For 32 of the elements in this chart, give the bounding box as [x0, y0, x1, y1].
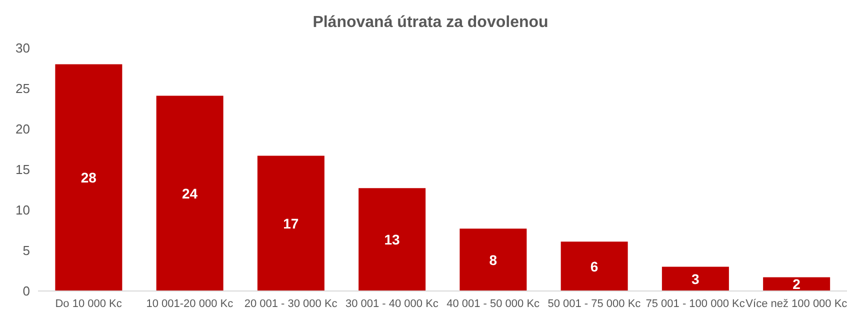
x-tick-label: Do 10 000 Kc [55, 298, 122, 310]
y-tick-label: 15 [16, 162, 30, 178]
bar [763, 277, 830, 291]
x-tick-label: 50 001 - 75 000 Kc [548, 298, 642, 310]
data-label: 3 [692, 270, 700, 287]
y-tick-label: 10 [16, 202, 30, 218]
x-tick-label: 40 001 - 50 000 Kc [446, 298, 540, 310]
data-label: 17 [283, 215, 299, 232]
y-tick-label: 0 [22, 284, 30, 299]
chart-title: Plánovaná útrata za dovolenou [312, 13, 550, 33]
bar [358, 188, 426, 291]
data-label: 24 [182, 185, 198, 202]
y-tick-label: 5 [22, 243, 30, 258]
data-label: 28 [80, 170, 97, 186]
x-tick-label: 30 001 - 40 000 Kc [345, 298, 439, 310]
data-label: 8 [489, 252, 498, 268]
x-tick-label: 10 001-20 000 Kc [146, 298, 234, 310]
data-label: 6 [590, 258, 598, 274]
bar [460, 228, 527, 291]
data-label: 13 [384, 232, 400, 248]
bar [257, 156, 324, 291]
data-label: 2 [792, 276, 801, 292]
x-tick-label: 20 001 - 30 000 Kc [244, 298, 338, 310]
x-tick-label: 75 001 - 100 000 Kc [646, 298, 746, 310]
bar [560, 242, 628, 291]
bar [662, 266, 729, 291]
y-tick-label: 20 [16, 122, 30, 137]
y-tick-label: 30 [16, 40, 30, 56]
bar [55, 64, 122, 291]
x-tick-label: Více než 100 000 Kc [746, 298, 848, 310]
y-tick-label: 25 [16, 81, 30, 96]
bar [156, 96, 224, 291]
